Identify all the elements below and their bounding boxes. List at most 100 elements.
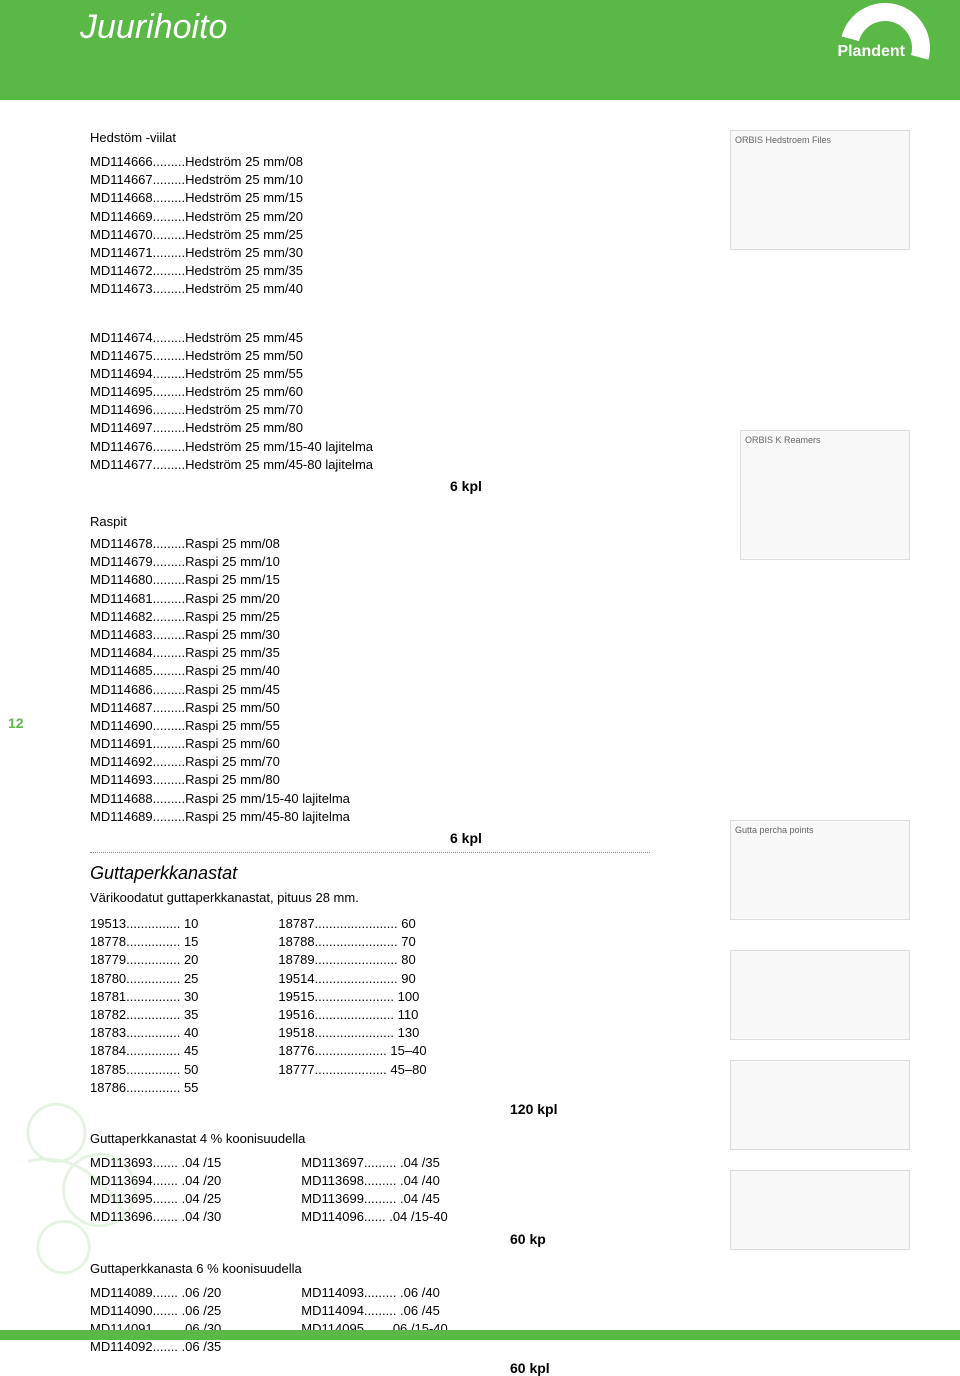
item-desc: Raspi 25 mm/60 xyxy=(185,735,280,753)
item-desc: Hedström 25 mm/55 xyxy=(185,365,303,383)
list-item: MD114090....... .06 /25 xyxy=(90,1302,221,1320)
item-code: MD114689 xyxy=(90,808,153,826)
product-image-kreamers: ORBIS K Reamers xyxy=(740,430,910,560)
item-code: MD114680 xyxy=(90,571,153,589)
brand-logo: Plandent xyxy=(810,8,930,88)
list-item: 18787....................... 60 xyxy=(278,915,426,933)
item-desc: Hedström 25 mm/35 xyxy=(185,262,303,280)
list-item: 18782............... 35 xyxy=(90,1006,198,1024)
item-desc: Raspi 25 mm/10 xyxy=(185,553,280,571)
item-desc: Hedström 25 mm/08 xyxy=(185,153,303,171)
item-desc: Hedström 25 mm/40 xyxy=(185,280,303,298)
item-desc: Raspi 25 mm/15-40 lajitelma xyxy=(185,790,350,808)
item-code: MD114677 xyxy=(90,456,153,474)
list-item: MD113697......... .04 /35 xyxy=(301,1154,447,1172)
item-desc: Hedström 25 mm/60 xyxy=(185,383,303,401)
item-dots: ......... xyxy=(153,456,186,474)
list-item: 18781............... 30 xyxy=(90,988,198,1006)
item-code: MD114668 xyxy=(90,189,153,207)
list-item: MD114683......... Raspi 25 mm/30 xyxy=(90,626,920,644)
item-code: MD114675 xyxy=(90,347,153,365)
item-code: MD114679 xyxy=(90,553,153,571)
item-desc: Raspi 25 mm/40 xyxy=(185,662,280,680)
list-item: MD114675......... Hedström 25 mm/50 xyxy=(90,347,920,365)
list-item: 19516...................... 110 xyxy=(278,1006,426,1024)
list-item: MD114673......... Hedström 25 mm/40 xyxy=(90,280,920,298)
gutta6-col2: MD114093......... .06 /40MD114094.......… xyxy=(301,1284,447,1357)
gutta4-col2: MD113697......... .04 /35MD113698.......… xyxy=(301,1154,447,1227)
page-content: 12 Hedstöm -viilat MD114666......... Hed… xyxy=(0,100,960,1330)
item-code: MD114696 xyxy=(90,401,153,419)
item-code: MD114690 xyxy=(90,717,153,735)
item-desc: Hedström 25 mm/20 xyxy=(185,208,303,226)
item-desc: Hedström 25 mm/30 xyxy=(185,244,303,262)
item-code: MD114682 xyxy=(90,608,153,626)
item-code: MD114695 xyxy=(90,383,153,401)
item-dots: ......... xyxy=(153,571,186,589)
item-desc: Raspi 25 mm/70 xyxy=(185,753,280,771)
item-dots: ......... xyxy=(153,535,186,553)
item-desc: Raspi 25 mm/20 xyxy=(185,590,280,608)
item-dots: ......... xyxy=(153,419,186,437)
gutta6-qty: 60 kpl xyxy=(510,1360,920,1376)
item-dots: ......... xyxy=(153,644,186,662)
list-item: MD114682......... Raspi 25 mm/25 xyxy=(90,608,920,626)
item-dots: ......... xyxy=(153,329,186,347)
item-dots: ......... xyxy=(153,699,186,717)
list-item: MD114684......... Raspi 25 mm/35 xyxy=(90,644,920,662)
item-dots: ......... xyxy=(153,626,186,644)
item-code: MD114683 xyxy=(90,626,153,644)
product-image-6 xyxy=(730,1170,910,1250)
list-item: MD114674......... Hedström 25 mm/45 xyxy=(90,329,920,347)
page-number: 12 xyxy=(8,715,24,731)
item-dots: ......... xyxy=(153,438,186,456)
list-item: MD114690......... Raspi 25 mm/55 xyxy=(90,717,920,735)
list-item: MD114696......... Hedström 25 mm/70 xyxy=(90,401,920,419)
item-dots: ......... xyxy=(153,171,186,189)
item-desc: Hedström 25 mm/45-80 lajitelma xyxy=(185,456,373,474)
item-code: MD114685 xyxy=(90,662,153,680)
item-desc: Raspi 25 mm/80 xyxy=(185,771,280,789)
item-dots: ......... xyxy=(153,662,186,680)
item-desc: Hedström 25 mm/25 xyxy=(185,226,303,244)
item-code: MD114669 xyxy=(90,208,153,226)
item-desc: Hedström 25 mm/80 xyxy=(185,419,303,437)
list-item: MD114093......... .06 /40 xyxy=(301,1284,447,1302)
list-item: 18778............... 15 xyxy=(90,933,198,951)
item-dots: ......... xyxy=(153,244,186,262)
item-desc: Hedström 25 mm/70 xyxy=(185,401,303,419)
list-item: 18780............... 25 xyxy=(90,970,198,988)
item-desc: Raspi 25 mm/25 xyxy=(185,608,280,626)
list-item: 18784............... 45 xyxy=(90,1042,198,1060)
item-dots: ......... xyxy=(153,208,186,226)
item-code: MD114674 xyxy=(90,329,153,347)
item-dots: ......... xyxy=(153,790,186,808)
list-item: MD114094......... .06 /45 xyxy=(301,1302,447,1320)
list-item: 18788....................... 70 xyxy=(278,933,426,951)
product-image-hedstroem: ORBIS Hedstroem Files xyxy=(730,130,910,250)
list-item: MD114691......... Raspi 25 mm/60 xyxy=(90,735,920,753)
item-code: MD114688 xyxy=(90,790,153,808)
item-code: MD114684 xyxy=(90,644,153,662)
item-desc: Raspi 25 mm/55 xyxy=(185,717,280,735)
list-item: MD114695......... Hedström 25 mm/60 xyxy=(90,383,920,401)
list-item: MD114685......... Raspi 25 mm/40 xyxy=(90,662,920,680)
item-dots: ......... xyxy=(153,262,186,280)
item-dots: ......... xyxy=(153,735,186,753)
item-dots: ......... xyxy=(153,189,186,207)
item-desc: Hedström 25 mm/15 xyxy=(185,189,303,207)
gutta6-cols: MD114089....... .06 /20MD114090....... .… xyxy=(90,1284,920,1357)
item-dots: ......... xyxy=(153,753,186,771)
list-item: MD114692......... Raspi 25 mm/70 xyxy=(90,753,920,771)
list-item: 18776.................... 15–40 xyxy=(278,1042,426,1060)
item-code: MD114671 xyxy=(90,244,153,262)
item-code: MD114673 xyxy=(90,280,153,298)
item-dots: ......... xyxy=(153,553,186,571)
item-code: MD114681 xyxy=(90,590,153,608)
list-item: 19514....................... 90 xyxy=(278,970,426,988)
list-item: MD113699......... .04 /45 xyxy=(301,1190,447,1208)
item-dots: ......... xyxy=(153,365,186,383)
item-desc: Raspi 25 mm/50 xyxy=(185,699,280,717)
footer-strip xyxy=(0,1330,960,1340)
list-item: 19515...................... 100 xyxy=(278,988,426,1006)
